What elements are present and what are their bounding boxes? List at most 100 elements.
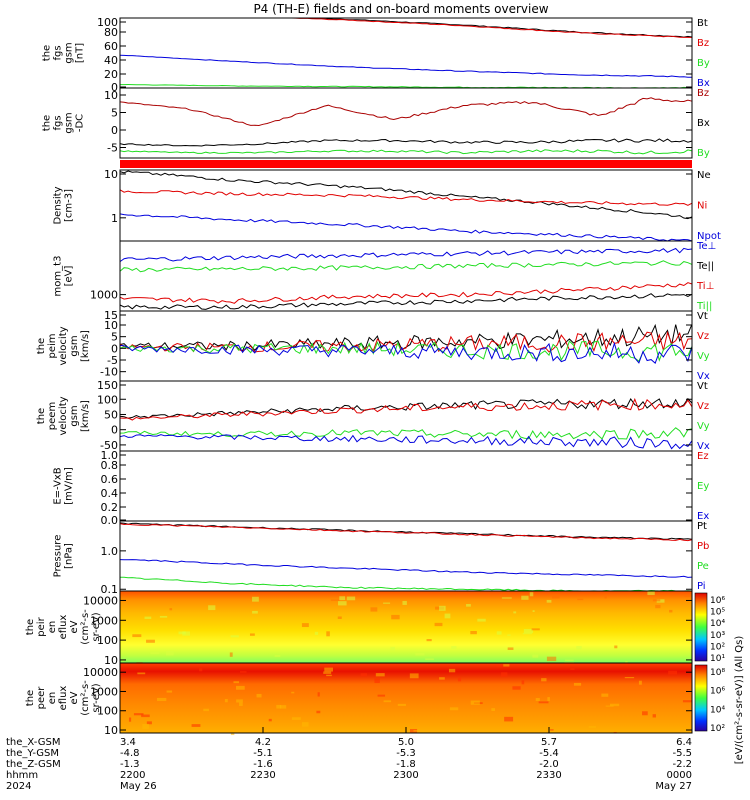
- spectrogram-speckle: [383, 700, 392, 703]
- colorbar-tick-label: 10⁴: [710, 619, 725, 629]
- legend-Pb: Pb: [697, 541, 709, 552]
- spectrogram-speckle: [301, 623, 309, 628]
- spectrogram-speckle: [165, 650, 174, 656]
- spectrogram-speckle: [301, 722, 309, 727]
- legend-Vy: Vy: [697, 421, 710, 432]
- ytick-label: 10: [104, 654, 118, 667]
- colorbar-tick-label: 10⁸: [710, 668, 725, 678]
- spectrogram-speckle: [501, 672, 508, 677]
- legend-Pt: Pt: [697, 521, 707, 532]
- panel-frame: [119, 450, 693, 522]
- xaxis-value: -2.0: [539, 759, 559, 770]
- series-line-Vx: [119, 341, 693, 364]
- panel-frame: [119, 17, 693, 89]
- spectrogram-speckle: [457, 677, 462, 682]
- ylabel-line: [nT]: [75, 43, 86, 63]
- spectrogram-speckle: [256, 693, 262, 698]
- colorbar-tick-label: 10¹: [710, 654, 725, 664]
- ytick-label: 0: [111, 342, 118, 355]
- legend-Vx: Vx: [697, 441, 710, 452]
- legend-Npot: Npot: [697, 231, 721, 242]
- spectrogram-speckle: [169, 608, 173, 611]
- ytick-label: 1000: [90, 614, 118, 627]
- xaxis-value: 2300: [393, 770, 418, 781]
- ylabel-line: [nPa]: [64, 543, 75, 569]
- colorbar-tick-label: 10⁵: [710, 608, 725, 618]
- ytick-label: -5: [107, 142, 118, 155]
- spectrogram-speckle: [330, 599, 340, 601]
- spectrogram-speckle: [236, 699, 243, 703]
- ylabel-line: velocity: [58, 396, 69, 435]
- spectrogram-speckle: [614, 645, 618, 649]
- spectrogram-speckle: [252, 596, 259, 602]
- ytick-label: 0.2: [101, 501, 119, 514]
- ytick-label: 10: [104, 724, 118, 737]
- spectrogram-speckle: [166, 690, 173, 693]
- colorbar-tick-label: 10³: [710, 631, 725, 641]
- legend-Vt: Vt: [697, 311, 708, 322]
- spectrogram-speckle: [546, 656, 557, 662]
- ylabel-line: [km/s]: [80, 330, 91, 362]
- spectrogram-speckle: [121, 659, 124, 662]
- legend-Vz: Vz: [697, 331, 709, 342]
- spectrogram-speckle: [337, 616, 342, 619]
- ylabel-line: (cm²-s-: [80, 680, 91, 716]
- spectrogram-speckle: [504, 716, 514, 722]
- spectrogram-speckle: [470, 630, 477, 635]
- ylabel-line: sr-eV): [91, 612, 102, 641]
- panel-2: 10 5 0 -5 the fgs gsm -DC Bz Bx By: [42, 87, 710, 159]
- xaxis-value: 4.2: [255, 737, 271, 748]
- spectrogram-speckle: [491, 708, 496, 712]
- ytick-label: 1.0: [101, 449, 119, 462]
- series-line-Pe: [120, 576, 693, 592]
- spectrogram-speckle: [531, 628, 540, 631]
- ylabel-line: Density: [53, 186, 64, 224]
- ytick-label: 100: [97, 393, 118, 406]
- xaxis-value: 6.4: [676, 737, 692, 748]
- status-bar: [120, 160, 692, 168]
- series-line-Pi: [119, 559, 693, 578]
- ylabel-line: peem: [47, 402, 58, 430]
- legend-Bz: Bz: [697, 38, 709, 49]
- xaxis-value: -1.8: [396, 759, 416, 770]
- panel-frame: [119, 169, 693, 242]
- legend-Vt: Vt: [697, 381, 708, 392]
- series-line-Ni: [119, 189, 693, 206]
- panel-frame: [119, 520, 693, 592]
- panel-10: 10⁸ 10⁶ 10⁴ 10² 10000 1000 100 10 the peer en eflux…: [25, 662, 725, 737]
- spectrogram-speckle: [391, 614, 400, 620]
- ytick-label: 100: [97, 634, 118, 647]
- spectrogram-speckle: [439, 677, 445, 680]
- ytick-label: 0: [111, 124, 118, 137]
- ytick-label: 1000: [90, 685, 118, 698]
- xaxis-value: -5.4: [539, 748, 559, 759]
- ytick-label: 0.4: [101, 487, 119, 500]
- spectrogram-speckle: [191, 724, 201, 727]
- ylabel-line: gsm: [64, 42, 75, 63]
- ylabel-line: the: [42, 45, 53, 61]
- colorbar-label: [eV/(cm²-s-sr-eV)] (All Qs): [734, 636, 745, 765]
- ylabel-line: [cm-3]: [64, 189, 75, 222]
- ylabel-line: gsm: [69, 405, 80, 426]
- xaxis-value: 5.0: [398, 737, 414, 748]
- spectrogram-speckle: [280, 705, 287, 709]
- spectrogram-speckle: [317, 692, 320, 697]
- spectrogram-speckle: [532, 610, 535, 612]
- spectrogram-speckle: [370, 607, 378, 612]
- spectrogram-speckle: [451, 646, 457, 649]
- spectrogram-speckle: [551, 594, 560, 599]
- spectrogram-speckle: [547, 697, 550, 701]
- ylabel-line: en: [47, 692, 58, 705]
- xaxis-row-label: the_Z-GSM: [6, 759, 61, 770]
- ylabel-line: the: [42, 115, 53, 131]
- legend-Pi: Pi: [697, 581, 706, 592]
- spectrogram-speckle: [314, 631, 319, 635]
- xaxis-row-label: the_Y-GSM: [6, 748, 59, 759]
- ylabel-line: (cm²-s-: [80, 609, 91, 645]
- xaxis-value: 3.4: [120, 737, 136, 748]
- ylabel-line: E=-VxB: [53, 467, 64, 504]
- series-line-Npot: [119, 213, 693, 242]
- legend-Te||: Te||: [696, 261, 714, 272]
- xaxis-value: -5.5: [672, 748, 692, 759]
- spectrogram-speckle: [434, 622, 443, 627]
